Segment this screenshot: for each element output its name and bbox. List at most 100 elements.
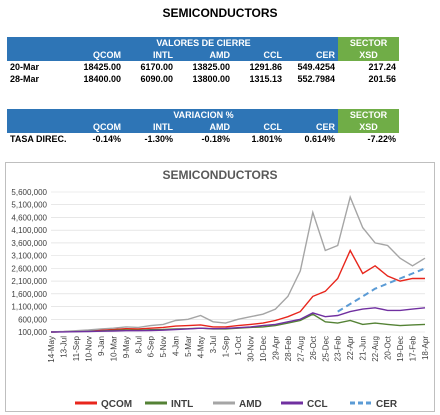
- x-tick-label: 29-Apr: [271, 336, 280, 360]
- x-tick-label: 22-Apr: [346, 336, 355, 360]
- legend-label: AMD: [239, 399, 262, 410]
- series-line: [50, 307, 426, 333]
- x-tick-label: 27-Aug: [296, 336, 305, 362]
- x-tick-label: 21-Jun: [359, 336, 368, 360]
- x-tick-label: 20-Oct: [384, 335, 393, 360]
- column-header: XSD: [338, 121, 400, 133]
- x-tick-label: 17-Feb: [409, 335, 418, 361]
- value-cell: -0.14%: [92, 134, 121, 144]
- value-cell: -7.22%: [367, 134, 397, 144]
- x-tick-label: 9-May: [122, 336, 131, 358]
- column-header: CER: [285, 49, 339, 61]
- group-header: VALORES DE CIERRE: [69, 37, 339, 49]
- sector-header: SECTOR: [338, 109, 400, 121]
- x-tick-label: 14-May: [47, 336, 56, 363]
- x-tick-label: 10-Nov: [84, 336, 93, 362]
- x-tick-label: 4-May: [197, 336, 206, 358]
- row-label: TASA DIREC.: [10, 134, 67, 144]
- value-cell: 6090.00: [140, 74, 173, 84]
- x-tick-label: 5-Nov: [159, 336, 168, 357]
- column-header: QCOM: [69, 121, 124, 133]
- column-header: AMD: [176, 49, 233, 61]
- legend-label: QCOM: [101, 399, 132, 410]
- chart-title: SEMICONDUCTORS: [162, 168, 277, 182]
- x-tick-label: 10-Dec: [259, 336, 268, 362]
- x-tick-label: 1-Oct: [234, 335, 243, 355]
- column-header: INTL: [124, 121, 176, 133]
- value-cell: 18400.00: [83, 74, 121, 84]
- x-tick-label: 6-Sep: [147, 335, 156, 357]
- value-cell: 1291.86: [249, 62, 282, 72]
- y-tick-label: 1,100,000: [11, 303, 47, 312]
- blank-cell: [7, 121, 69, 133]
- x-tick-label: 5-Mar: [184, 336, 193, 357]
- x-tick-label: 30-Nov: [246, 336, 255, 362]
- value-cell: 549.4254: [297, 62, 336, 72]
- series-line: [337, 267, 426, 313]
- column-header: CER: [285, 121, 339, 133]
- legend-label: INTL: [171, 399, 193, 410]
- x-tick-label: 8-Jul: [134, 336, 143, 354]
- x-tick-label: 18-Apr: [421, 336, 430, 360]
- row-label: 28-Mar: [10, 74, 40, 84]
- y-tick-label: 1,600,000: [11, 290, 47, 299]
- y-tick-label: 2,600,000: [11, 264, 47, 273]
- closing-table: VALORES DE CIERRE SECTOR QCOM INTL AMD CCL CER…: [7, 37, 400, 85]
- value-cell: 13800.00: [192, 74, 230, 84]
- value-cell: 217.24: [368, 62, 397, 72]
- chart: SEMICONDUCTORS 100,000 600,000 1,100,000 1,…: [5, 162, 435, 412]
- value-cell: 18425.00: [83, 62, 121, 72]
- x-tick-label: 26-Oct: [309, 335, 318, 360]
- y-tick-label: 600,000: [18, 315, 47, 324]
- y-tick-label: 100,000: [18, 328, 47, 337]
- x-tick-label: 3-Jul: [209, 336, 218, 354]
- value-cell: 1315.13: [249, 74, 282, 84]
- page-title: SEMICONDUCTORS: [162, 6, 278, 20]
- column-header: CCL: [233, 49, 285, 61]
- legend-label: CER: [376, 399, 398, 410]
- value-cell: 201.56: [368, 74, 397, 84]
- y-tick-label: 3,600,000: [11, 239, 47, 248]
- blank-cell: [7, 109, 69, 121]
- x-tick-label: 22-Aug: [371, 336, 380, 362]
- x-tick-label: 11-Sep: [72, 335, 81, 361]
- group-header: VARIACION %: [69, 109, 339, 121]
- x-tick-label: 19-Dec: [396, 336, 405, 362]
- x-tick-label: 1-Sep: [222, 335, 231, 357]
- series-line: [50, 248, 425, 333]
- value-cell: 552.7984: [297, 74, 336, 84]
- y-tick-label: 3,100,000: [11, 252, 47, 261]
- x-tick-label: 13-Jul: [59, 336, 68, 358]
- value-cell: -1.30%: [144, 134, 173, 144]
- y-tick-label: 5,600,000: [11, 188, 47, 197]
- row-label: 20-Mar: [10, 62, 40, 72]
- y-tick-label: 4,100,000: [11, 226, 47, 235]
- blank-cell: [7, 37, 69, 49]
- chart-frame: [5, 162, 435, 412]
- y-tick-label: 5,100,000: [11, 201, 47, 210]
- series-line: [50, 194, 426, 333]
- value-cell: -0.18%: [201, 134, 230, 144]
- y-tick-label: 2,100,000: [11, 277, 47, 286]
- column-header: CCL: [233, 121, 285, 133]
- column-header: AMD: [176, 121, 233, 133]
- x-tick-label: 10-Mar: [109, 336, 118, 362]
- y-tick-label: 4,600,000: [11, 213, 47, 222]
- value-cell: 0.614%: [304, 134, 336, 144]
- x-tick-label: 9-Jan: [97, 336, 106, 356]
- value-cell: 1.801%: [251, 134, 282, 144]
- sector-header: SECTOR: [338, 37, 400, 49]
- variation-table: VARIACION % SECTOR QCOM INTL AMD CCL CER XSD TAS…: [7, 109, 400, 145]
- x-tick-label: 28-Feb: [284, 335, 293, 361]
- value-cell: 13825.00: [192, 62, 230, 72]
- x-tick-label: 4-Jan: [172, 336, 181, 356]
- x-tick-label: 25-Dec: [321, 336, 330, 362]
- blank-cell: [7, 49, 69, 61]
- column-header: QCOM: [69, 49, 124, 61]
- value-cell: 6170.00: [140, 62, 173, 72]
- x-tick-label: 23-Feb: [334, 335, 343, 361]
- column-header: INTL: [124, 49, 176, 61]
- legend-label: CCL: [307, 399, 328, 410]
- column-header: XSD: [338, 49, 400, 61]
